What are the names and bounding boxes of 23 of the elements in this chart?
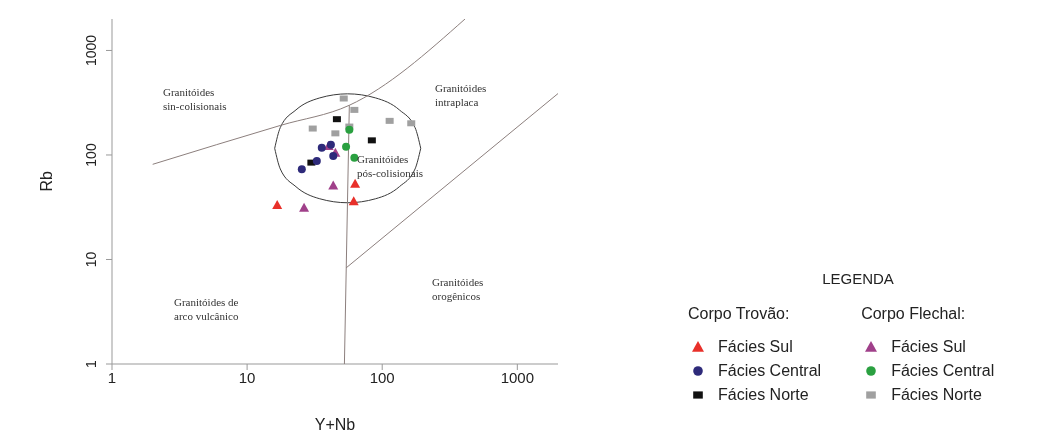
- y-tick-label: 1: [83, 359, 99, 368]
- legend-label: Fácies Sul: [891, 338, 966, 356]
- legend-label: Fácies Sul: [718, 338, 793, 356]
- y-axis-title: Rb: [37, 170, 55, 192]
- y-tick-label: 10: [83, 251, 99, 268]
- legend-title: LEGENDA: [821, 270, 895, 287]
- annotation: Granitóides sin-colisionais: [163, 85, 227, 113]
- legend-label: Fácies Central: [891, 362, 995, 380]
- annotation: Granitóides orogênicos: [432, 275, 484, 303]
- x-tick-label: 10: [238, 368, 256, 386]
- y-tick-label: 100: [83, 143, 99, 167]
- annotation: Granitóides de arco vulcânico: [174, 295, 239, 323]
- x-tick-label: 1000: [500, 368, 535, 386]
- y-tick-label: 1000: [83, 34, 99, 67]
- legend-label: Fácies Norte: [718, 386, 809, 404]
- legend-label: Fácies Central: [718, 362, 822, 380]
- x-tick-label: 1: [107, 368, 117, 386]
- legend-label: Fácies Norte: [891, 386, 982, 404]
- x-axis-title: Y+Nb: [314, 416, 356, 433]
- annotation: Granitóides intraplaca: [435, 81, 487, 109]
- text: Corpo Trovão:: [688, 305, 791, 323]
- x-tick-label: 100: [369, 368, 395, 386]
- text: Corpo Flechal:: [861, 305, 967, 323]
